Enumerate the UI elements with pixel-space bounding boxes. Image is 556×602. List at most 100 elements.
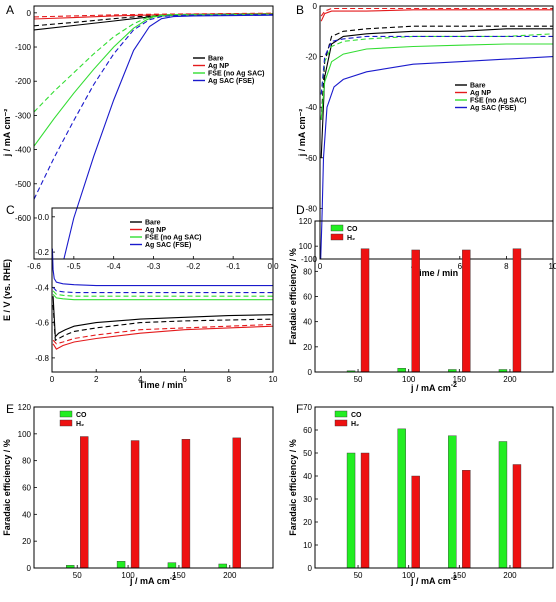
- series-line-black-dashed: [52, 304, 273, 342]
- legend-entry: Bare: [145, 220, 161, 227]
- y-tick-label: 20: [303, 343, 312, 352]
- series-line-red-solid: [320, 9, 553, 22]
- bar-h2: [411, 249, 420, 373]
- x-tick-label: 150: [453, 375, 467, 384]
- plot-frame: [33, 406, 274, 569]
- x-tick-label: 0: [318, 262, 323, 271]
- bar-h2: [181, 439, 191, 569]
- legend-entry: FSE (no Ag SAC): [470, 98, 527, 105]
- panel-a: A -0.6 -0.5 -0.4 -0.3 -0.2 -0.1 0.0 0 -100 -200 -30…: [2, 3, 279, 271]
- x-tick-label: 100: [402, 375, 416, 384]
- legend-entry: H₂: [351, 421, 359, 428]
- x-tick-label: 2: [94, 375, 99, 384]
- y-tick-label: 60: [303, 293, 312, 302]
- bar-h2: [130, 440, 140, 569]
- y-tick-label: 30: [303, 495, 312, 504]
- x-axis-label: Time / min: [139, 380, 183, 390]
- x-tick-label: 50: [354, 375, 363, 384]
- y-axis-label: j / mA cm⁻²: [297, 109, 307, 157]
- y-tick-label: -400: [15, 146, 32, 155]
- legend-entry: H₂: [76, 421, 84, 428]
- x-tick-label: 200: [503, 571, 517, 580]
- x-tick-label: 50: [73, 571, 82, 580]
- y-axis-label: j / mA cm⁻²: [2, 109, 12, 157]
- bar-h2: [462, 470, 471, 569]
- series-line-red-dashed: [34, 12, 273, 18]
- legend-swatch: [59, 419, 73, 427]
- bar-h2: [512, 248, 522, 373]
- series-line-blue-solid: [63, 14, 273, 259]
- x-axis-label: j / mA cm-2: [129, 575, 176, 586]
- panel-label: A: [6, 3, 14, 17]
- bar-h2: [462, 249, 471, 373]
- x-tick-label: 6: [182, 375, 187, 384]
- bar-h2: [232, 437, 241, 569]
- y-tick-label: 0: [27, 9, 32, 18]
- plot-frame: [319, 5, 554, 260]
- series-line-blue-solid: [52, 248, 273, 287]
- x-axis-label-sup: -2: [451, 575, 457, 582]
- series-line-red-solid: [52, 325, 273, 350]
- y-tick-label: -0.2: [35, 248, 49, 257]
- legend-entry: Ag SAC (FSE): [208, 78, 254, 85]
- y-tick-label: 10: [303, 541, 312, 550]
- legend-entry: FSE (no Ag SAC): [208, 71, 265, 78]
- y-tick-label: 0: [308, 564, 313, 573]
- legend-swatch: [334, 410, 348, 418]
- panel-label: C: [6, 203, 15, 217]
- legend-entry: Ag NP: [208, 63, 229, 70]
- legend-entry: CO: [351, 412, 362, 419]
- x-tick-label: -0.5: [67, 262, 81, 271]
- x-axis-label-sup: -2: [170, 575, 176, 582]
- legend-entry: Ag SAC (FSE): [145, 242, 191, 249]
- series-line-green-solid: [320, 43, 553, 120]
- x-tick-label: 150: [172, 571, 186, 580]
- y-tick-label: -200: [15, 77, 32, 86]
- x-tick-label: 200: [223, 571, 237, 580]
- bar-h2: [360, 248, 370, 373]
- x-axis-label-text: j / mA cm: [129, 576, 170, 586]
- y-tick-label: 0.0: [38, 213, 50, 222]
- y-tick-label: 20: [22, 537, 31, 546]
- y-axis-label: Faradaic efficiency / %: [288, 439, 298, 536]
- x-tick-label: 8: [227, 375, 232, 384]
- series-line-green-dashed: [34, 13, 273, 113]
- y-axis-label: Faradaic efficiency / %: [288, 248, 298, 345]
- plot-frame: [314, 406, 554, 569]
- panel-f: F 0 10 20 30 40 50 60 70 50 100 150 200 CO H₂ j / mA cm…: [288, 402, 554, 586]
- legend-swatch: [330, 233, 344, 241]
- y-tick-label: 20: [303, 518, 312, 527]
- legend-entry: Ag NP: [470, 90, 491, 97]
- x-tick-label: -0.6: [27, 262, 41, 271]
- legend-entry: Ag NP: [145, 227, 166, 234]
- plot-frame: [33, 5, 274, 260]
- legend-entry: Bare: [208, 56, 224, 63]
- y-tick-label: -0.6: [35, 319, 49, 328]
- panel-label: D: [296, 203, 305, 217]
- x-tick-label: 0: [50, 375, 55, 384]
- y-tick-label: 80: [303, 267, 312, 276]
- panel-e: E 0 20 40 60 80 100 120 50 100 150 200 CO H₂ j / mA cm…: [2, 402, 274, 586]
- legend-swatch: [334, 419, 348, 427]
- y-tick-label: 40: [22, 510, 31, 519]
- series-line-black-dashed: [320, 25, 553, 120]
- y-tick-label: -100: [301, 255, 318, 264]
- y-tick-label: -300: [15, 111, 32, 120]
- series-line-green-dashed: [52, 290, 273, 297]
- x-axis-label-text: j / mA cm: [410, 383, 451, 393]
- legend-entry: CO: [347, 226, 358, 233]
- legend-entry: CO: [76, 412, 87, 419]
- y-tick-label: 80: [22, 457, 31, 466]
- bar-h2: [411, 475, 420, 569]
- y-tick-label: 0: [27, 564, 32, 573]
- x-tick-label: 10: [549, 262, 556, 271]
- panel-label: E: [6, 402, 14, 416]
- x-tick-label: 200: [503, 375, 517, 384]
- bar-co: [448, 435, 457, 569]
- series-line-blue-dashed: [52, 287, 273, 294]
- y-tick-label: 50: [303, 449, 312, 458]
- legend-entry: FSE (no Ag SAC): [145, 235, 202, 242]
- y-tick-label: -0.8: [35, 354, 49, 363]
